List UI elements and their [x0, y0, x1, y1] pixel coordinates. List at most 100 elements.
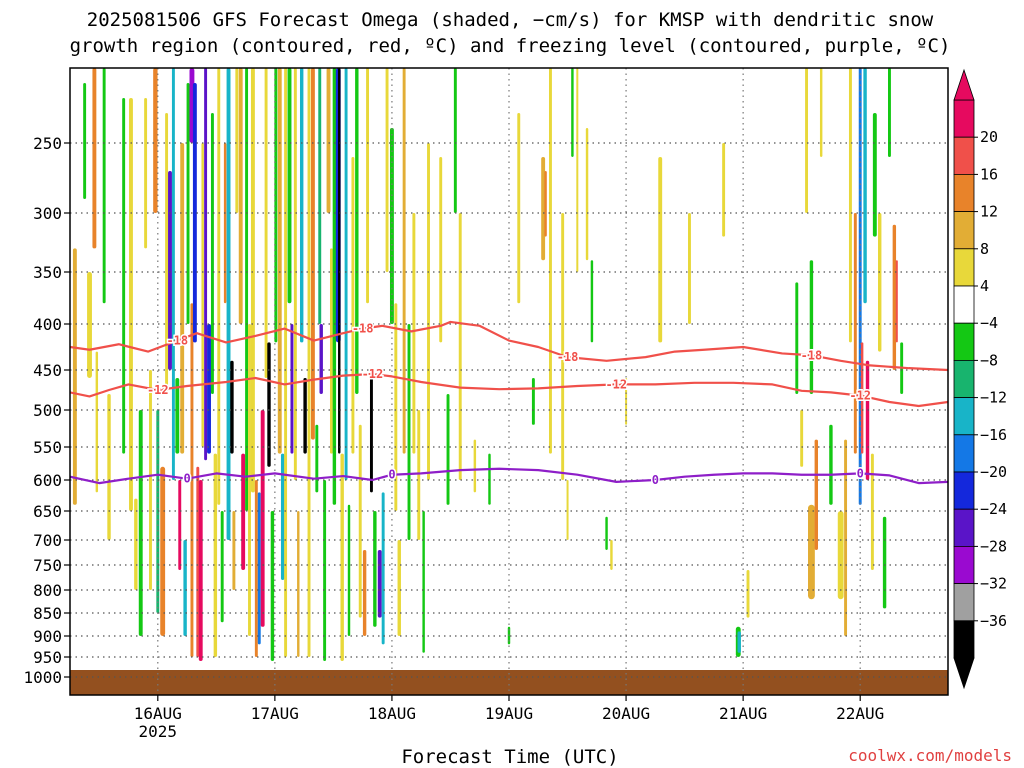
omega-shade: [241, 453, 246, 570]
y-tick-label: 400: [33, 315, 62, 334]
omega-shade: [129, 98, 133, 511]
omega-shade: [156, 410, 160, 613]
colorbar-bin: [953, 471, 975, 510]
colorbar-bin: [953, 508, 975, 547]
omega-shade: [837, 511, 844, 600]
omega-shade: [394, 303, 398, 511]
colorbar-bin: [953, 248, 975, 287]
omega-shade: [260, 410, 265, 627]
colorbar-top-arrow: [953, 68, 975, 101]
omega-shade: [267, 342, 271, 467]
contour-label: -18: [166, 334, 188, 348]
omega-shade: [303, 378, 307, 454]
colorbar-label: 20: [980, 128, 998, 146]
omega-shade: [307, 68, 311, 657]
omega-shade: [207, 324, 211, 454]
omega-shade: [160, 466, 166, 636]
omega-shade: [277, 68, 282, 454]
omega-shade: [254, 480, 258, 657]
omega-shade: [264, 68, 268, 378]
omega-shade: [230, 360, 234, 454]
x-tick-label: 20AUG: [602, 704, 650, 723]
omega-shade: [355, 68, 359, 394]
omega-shade: [257, 492, 261, 645]
y-tick-label: 550: [33, 438, 62, 457]
omega-shade: [865, 360, 870, 480]
credit-text: coolwx.com/models: [848, 746, 1012, 765]
omega-shade: [585, 128, 589, 261]
omega-shade: [377, 550, 382, 618]
colorbar-bin: [953, 322, 975, 361]
omega-shading: [72, 68, 904, 661]
omega-shade: [297, 511, 300, 657]
omega-shade: [299, 68, 304, 343]
omega-shade: [808, 504, 815, 600]
omega-shade: [412, 213, 416, 454]
omega-shade: [198, 480, 203, 661]
omega-shade: [201, 143, 204, 447]
omega-shade: [329, 248, 333, 454]
x-tick-label: 19AUG: [485, 704, 533, 723]
omega-shade: [819, 68, 823, 157]
colorbar-label: −24: [980, 500, 1007, 518]
colorbar-bin: [953, 546, 975, 585]
colorbar-label: 12: [980, 203, 998, 221]
omega-shade: [407, 324, 411, 540]
y-tick-label: 800: [33, 581, 62, 600]
colorbar-label: −12: [980, 389, 1007, 407]
omega-shade: [417, 410, 421, 540]
colorbar-label: −4: [980, 314, 998, 332]
contour-line: [70, 467, 948, 485]
y-tick-label: 300: [33, 204, 62, 223]
omega-shade: [548, 68, 552, 454]
omega-shade: [134, 498, 138, 590]
omega-shade: [226, 68, 231, 540]
omega-shade: [95, 351, 99, 493]
y-tick-label: 750: [33, 556, 62, 575]
omega-shade: [439, 157, 443, 343]
colorbar-label: 8: [980, 240, 989, 258]
omega-shade: [338, 68, 341, 454]
colorbar-bin: [953, 620, 975, 659]
omega-shade: [610, 540, 613, 570]
y-tick-label: 500: [33, 401, 62, 420]
omega-shade: [245, 68, 249, 511]
colorbar-label: −36: [980, 612, 1007, 630]
contour-label: -12: [147, 383, 169, 397]
omega-shade: [92, 68, 97, 249]
colorbar-label: 16: [980, 165, 998, 183]
omega-shade: [517, 113, 521, 304]
omega-shade: [422, 511, 425, 653]
omega-shade: [235, 68, 239, 213]
omega-shade: [344, 68, 348, 480]
y-tick-label: 350: [33, 263, 62, 282]
omega-shade: [805, 68, 809, 213]
y-tick-label: 600: [33, 471, 62, 490]
omega-shade: [878, 213, 882, 352]
colorbar: 20 16 12 8 4 −4 −8 −12 −16 −20 −24 −28 −32 −36: [953, 68, 1007, 690]
omega-shade: [397, 540, 401, 636]
omega-shade: [340, 453, 344, 661]
omega-shade: [175, 378, 180, 454]
omega-shade: [315, 424, 319, 493]
omega-shade: [863, 68, 867, 304]
omega-shade: [326, 68, 331, 213]
colorbar-bin: [953, 211, 975, 250]
omega-shade: [232, 511, 236, 590]
omega-shade: [366, 68, 370, 304]
omega-shade: [402, 68, 406, 454]
omega-shade: [87, 272, 92, 378]
contour-line: [70, 372, 948, 408]
colorbar-bin: [953, 359, 975, 398]
omega-shade: [347, 504, 351, 636]
omega-shade: [122, 98, 126, 454]
omega-shade: [605, 516, 608, 550]
omega-shade: [576, 68, 579, 272]
colorbar-bin: [953, 136, 975, 175]
omega-shade: [389, 128, 394, 324]
omega-shade: [362, 550, 367, 636]
omega-shade: [882, 516, 887, 609]
contour-label: -12: [362, 367, 384, 381]
omega-shade: [149, 370, 152, 590]
